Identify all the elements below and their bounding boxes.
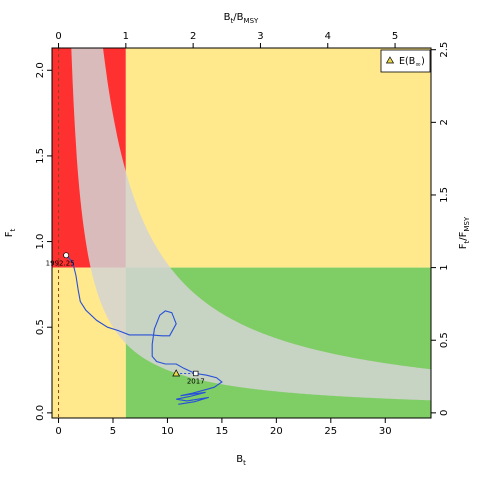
y-tick-label: 1.0	[35, 234, 46, 250]
x-tick-label: 5	[110, 426, 116, 437]
kobe-regions	[52, 48, 431, 418]
trajectory-layer	[63, 252, 223, 405]
uncertainty-band	[71, 48, 431, 401]
top-tick-label: 5	[392, 31, 398, 42]
top-tick-label: 1	[123, 31, 129, 42]
equilibrium-marker	[172, 369, 181, 377]
x-tick-label: 15	[216, 426, 229, 437]
plot-frame	[51, 47, 432, 419]
top-tick-label: 4	[325, 31, 331, 42]
right-tick-label: 2.5	[439, 42, 450, 58]
right-tick-label: 1.5	[439, 187, 450, 203]
top-tick-label: 2	[190, 31, 196, 42]
legend-label: E(B∞)	[399, 56, 425, 69]
y-tick-label: 1.5	[35, 148, 46, 164]
right-tick-label: 1	[439, 264, 450, 270]
legend-triangle-marker	[385, 56, 395, 64]
last-point-label: 2017	[187, 377, 205, 385]
projection-line	[176, 372, 223, 405]
x-tick-label: 25	[324, 426, 337, 437]
top-tick-label: 0	[55, 31, 61, 42]
x-tick-label: 20	[270, 426, 283, 437]
top-axis-title: Bt/BMSY	[224, 12, 259, 25]
right-tick-label: 2	[439, 119, 450, 125]
right-tick-label: 0.5	[439, 332, 450, 348]
x-tick-label: 0	[55, 426, 61, 437]
legend: E(B∞)	[380, 49, 431, 73]
x-tick-label: 10	[161, 426, 174, 437]
right-axis-title: Ft/FMSY	[458, 216, 471, 249]
confidence-band	[71, 48, 431, 401]
x-axis-title: Bt	[236, 454, 246, 467]
left-axis: 0.0 0.5 1.0 1.5 2.0	[35, 62, 52, 421]
right-axis: 0 0.5 1 1.5 2 2.5	[431, 42, 450, 416]
y-axis-title: Ft	[4, 228, 17, 237]
first-point-marker	[63, 252, 70, 259]
region-overfishing	[125, 48, 431, 268]
trajectory-line	[65, 254, 196, 375]
bottom-axis: 0 5 10 15 20 25 30	[55, 418, 392, 437]
y-tick-label: 0.0	[35, 405, 46, 421]
last-point-marker	[193, 370, 199, 377]
legend-box	[380, 49, 431, 73]
y-tick-label: 0.5	[35, 319, 46, 335]
top-axis: 0 1 2 3 4 5	[55, 31, 398, 48]
top-tick-label: 3	[257, 31, 263, 42]
first-point-label: 1992.25	[46, 259, 75, 267]
y-tick-label: 2.0	[35, 62, 46, 78]
x-tick-label: 30	[379, 426, 392, 437]
right-tick-label: 0	[439, 410, 450, 416]
